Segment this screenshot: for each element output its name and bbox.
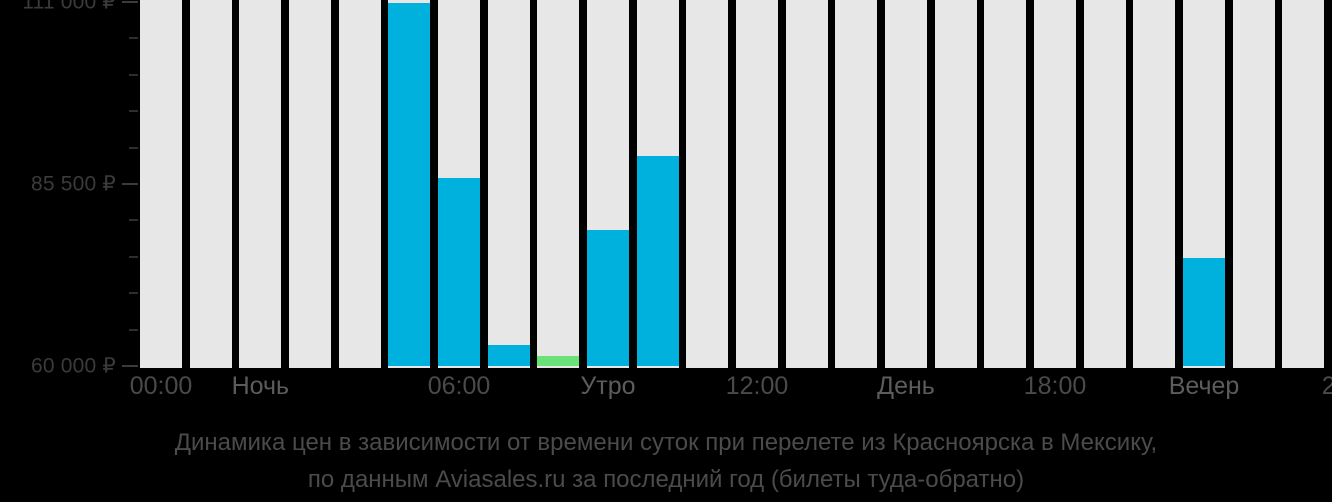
y-axis-tick-minor: [129, 110, 138, 113]
chart-column[interactable]: [487, 0, 530, 368]
column-background: [189, 0, 232, 368]
column-background: [1083, 0, 1126, 368]
y-axis-tick-minor: [129, 73, 138, 76]
column-background: [1133, 0, 1176, 368]
x-axis-label: Ночь: [231, 372, 290, 400]
chart-column[interactable]: [1133, 0, 1176, 368]
column-background: [835, 0, 878, 368]
chart-column[interactable]: [1034, 0, 1076, 368]
y-axis-tick-mark: [122, 365, 138, 367]
column-background: [736, 0, 778, 368]
column-background: [885, 0, 927, 368]
chart-caption: Динамика цен в зависимости от времени су…: [0, 424, 1332, 498]
chart-column[interactable]: [1183, 0, 1225, 368]
chart-column[interactable]: [189, 0, 232, 368]
column-background: [1232, 0, 1275, 368]
y-axis-tick-minor: [129, 146, 138, 149]
price-bar[interactable]: [388, 2, 431, 366]
chart-column[interactable]: [438, 0, 480, 368]
x-axis: 00:00 Ночь 06:00 Утро 12:00 День 18:00 Вечер 24:…: [0, 372, 1332, 416]
column-background: [785, 0, 828, 368]
price-bar[interactable]: [587, 230, 629, 366]
chart-column[interactable]: [239, 0, 282, 368]
caption-line-1: Динамика цен в зависимости от времени су…: [174, 429, 1158, 456]
chart-column[interactable]: [140, 0, 182, 368]
chart-column[interactable]: [686, 0, 729, 368]
x-axis-label: 06:00: [427, 372, 491, 400]
price-bar[interactable]: [438, 178, 480, 366]
column-background: [1282, 0, 1325, 368]
x-axis-label: Вечер: [1168, 372, 1240, 400]
chart-column[interactable]: [587, 0, 629, 368]
x-axis-label: 00:00: [129, 372, 193, 400]
chart-column[interactable]: [934, 0, 977, 368]
chart-column[interactable]: [1232, 0, 1275, 368]
chart-column[interactable]: [885, 0, 927, 368]
chart-column[interactable]: [736, 0, 778, 368]
x-axis-label: 24:00: [1321, 372, 1332, 400]
column-background: [487, 0, 530, 368]
column-background: [686, 0, 729, 368]
x-axis-label: Утро: [580, 372, 636, 400]
x-axis-label: 12:00: [725, 372, 789, 400]
chart-column[interactable]: [785, 0, 828, 368]
y-axis-tick-minor: [129, 219, 138, 222]
price-bar[interactable]: [636, 156, 679, 366]
chart-column[interactable]: [1083, 0, 1126, 368]
column-background: [1034, 0, 1076, 368]
y-axis-label: 85 500 ₽: [30, 172, 116, 196]
chart-column[interactable]: [537, 0, 580, 368]
column-background: [537, 0, 580, 368]
y-axis-tick-minor: [129, 37, 138, 40]
x-axis-label: День: [877, 372, 935, 400]
price-bar[interactable]: [537, 356, 580, 366]
plot-area: [140, 0, 1332, 368]
chart-column[interactable]: [835, 0, 878, 368]
y-axis-label: 60 000 ₽: [30, 354, 116, 378]
chart-column[interactable]: [289, 0, 331, 368]
chart-column[interactable]: [338, 0, 381, 368]
column-background: [934, 0, 977, 368]
caption-line-2: по данным Aviasales.ru за последний год …: [307, 466, 1025, 493]
y-axis-tick-minor: [129, 328, 138, 331]
y-axis-tick-minor: [129, 255, 138, 258]
column-background: [289, 0, 331, 368]
column-background: [239, 0, 282, 368]
y-axis-tick-mark: [122, 1, 138, 3]
y-axis-label: 111 000 ₽: [22, 0, 116, 14]
chart-column[interactable]: [984, 0, 1027, 368]
column-background: [984, 0, 1027, 368]
y-axis-tick-minor: [129, 292, 138, 295]
price-bar[interactable]: [1183, 257, 1225, 366]
column-background: [140, 0, 182, 368]
price-bar[interactable]: [487, 345, 530, 366]
chart-column[interactable]: [388, 0, 431, 368]
x-axis-label: 18:00: [1023, 372, 1087, 400]
column-background: [338, 0, 381, 368]
chart-column[interactable]: [636, 0, 679, 368]
chart-column[interactable]: [1282, 0, 1325, 368]
y-axis: 111 000 ₽ 85 500 ₽ 60 000 ₽: [0, 0, 140, 378]
y-axis-tick-mark: [122, 183, 138, 185]
